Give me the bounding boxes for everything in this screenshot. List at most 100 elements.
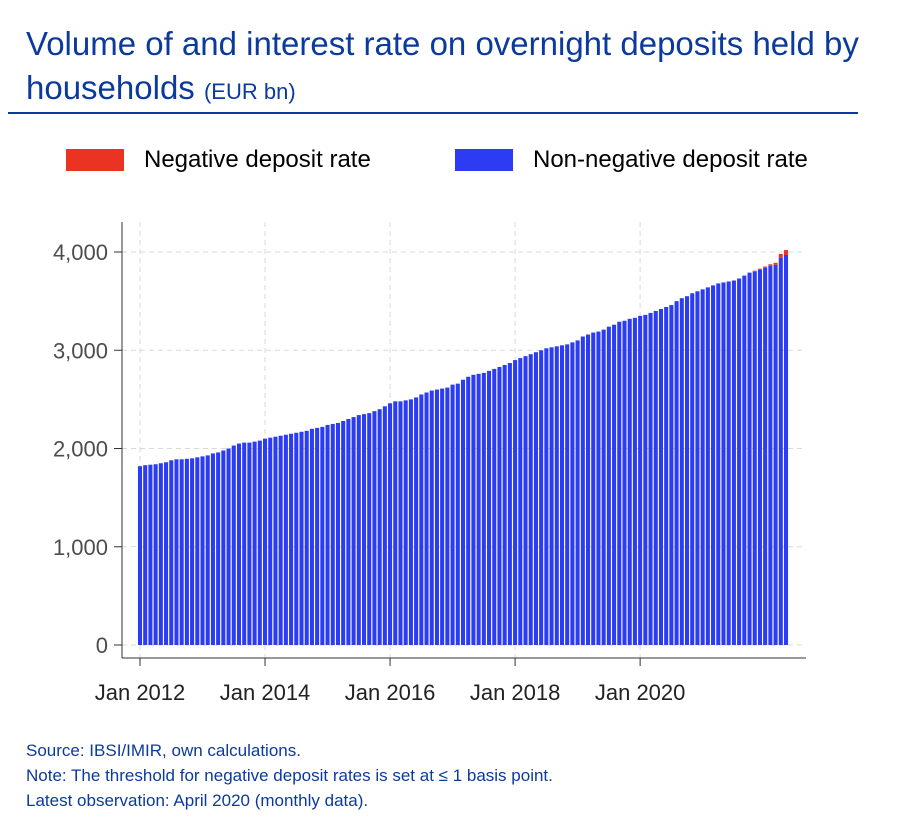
bar-non-negative [669, 305, 674, 645]
bar-non-negative [737, 278, 742, 645]
bar-non-negative [424, 392, 429, 645]
bar-non-negative [674, 301, 679, 645]
threshold-note: Note: The threshold for negative deposit… [26, 766, 553, 785]
bar-non-negative [539, 350, 544, 645]
y-tick-label: 2,000 [53, 437, 108, 462]
bar-non-negative [575, 340, 580, 645]
bar-non-negative [679, 298, 684, 645]
bar-non-negative [315, 427, 320, 645]
bar-non-negative [721, 282, 726, 645]
y-tick-label: 3,000 [53, 338, 108, 363]
bar-non-negative [612, 324, 617, 645]
bar-non-negative [335, 422, 340, 645]
bar-negative [757, 268, 762, 270]
bar-non-negative [664, 307, 669, 645]
bar-non-negative [169, 460, 174, 645]
bar-non-negative [205, 455, 210, 645]
bar-non-negative [757, 269, 762, 645]
bar-non-negative [226, 448, 231, 645]
bar-non-negative [565, 344, 570, 645]
bar-non-negative [658, 308, 663, 645]
bar-non-negative [705, 287, 710, 645]
bar-non-negative [372, 411, 377, 645]
bar-non-negative [513, 360, 518, 645]
bar-non-negative [497, 366, 502, 645]
bar-non-negative [195, 457, 200, 645]
bar-non-negative [367, 413, 372, 645]
bar-non-negative [231, 445, 236, 645]
y-tick-label: 4,000 [53, 240, 108, 265]
bar-non-negative [247, 442, 252, 645]
bar-non-negative [559, 345, 565, 645]
bar-non-negative [341, 420, 346, 645]
bar-non-negative [752, 271, 757, 645]
bar-non-negative [601, 329, 606, 645]
bar-non-negative [768, 265, 773, 645]
bar-non-negative [294, 432, 299, 645]
bar-non-negative [268, 437, 273, 645]
bar-non-negative [382, 406, 387, 645]
bar-non-negative [283, 434, 288, 645]
y-tick-label: 1,000 [53, 535, 108, 560]
legend-swatch-negative [66, 149, 124, 171]
x-tick-label: Jan 2020 [595, 680, 686, 705]
bar-non-negative [695, 291, 700, 645]
bar-non-negative [445, 387, 450, 645]
bar-non-negative [528, 354, 533, 645]
bar-non-negative [179, 459, 184, 645]
bar-non-negative [507, 363, 512, 645]
x-tick-label: Jan 2016 [345, 680, 436, 705]
chart-notes: Source: IBSI/IMIR, own calculations. Not… [26, 738, 553, 813]
bar-non-negative [471, 374, 476, 645]
bar-non-negative [778, 257, 783, 645]
bar-non-negative [726, 281, 731, 645]
bar-non-negative [221, 450, 226, 645]
x-tick-label: Jan 2014 [220, 680, 311, 705]
bar-non-negative [773, 264, 778, 645]
bar-non-negative [320, 426, 325, 645]
bar-non-negative [606, 326, 611, 645]
bar-non-negative [549, 347, 554, 645]
bar-non-negative [403, 400, 408, 645]
bar-negative [783, 250, 789, 255]
bar-non-negative [190, 458, 195, 645]
bar-negative [763, 266, 768, 268]
latest-observation-note: Latest observation: April 2020 (monthly … [26, 791, 369, 810]
bar-non-negative [143, 465, 148, 645]
legend-swatch-non-negative [455, 149, 513, 171]
bar-non-negative [252, 441, 257, 645]
bar-non-negative [414, 397, 419, 645]
bar-negative [778, 253, 783, 258]
bar-chart: 0 1,000 2,000 3,000 4,000 Jan 2012 Jan 2014 Jan… [53, 222, 806, 705]
bar-non-negative [554, 346, 559, 645]
bar-non-negative [700, 289, 705, 645]
bar-non-negative [236, 443, 242, 645]
bar-non-negative [632, 317, 637, 645]
bar-non-negative [242, 442, 247, 645]
legend-label-non-negative: Non-negative deposit rate [533, 146, 808, 173]
bar-non-negative [361, 414, 367, 645]
title-divider [8, 112, 858, 114]
bar-non-negative [408, 399, 413, 645]
bar-non-negative [653, 310, 658, 645]
bar-non-negative [325, 424, 330, 645]
bar-non-negative [533, 352, 538, 645]
chart-title-unit: (EUR bn) [203, 79, 296, 104]
legend-item-negative: Negative deposit rate [66, 146, 371, 174]
bar-non-negative [476, 373, 481, 645]
bar-non-negative [742, 275, 747, 645]
bar-non-negative [523, 356, 528, 645]
bar-non-negative [591, 332, 596, 645]
bar-non-negative [257, 440, 262, 645]
bar-non-negative [481, 372, 486, 645]
bar-non-negative [638, 315, 643, 645]
bar-non-negative [502, 364, 507, 645]
bar-non-negative [263, 438, 268, 645]
bar-non-negative [377, 409, 382, 645]
chart-title-main: Volume of and interest rate on overnight… [26, 25, 859, 106]
bar-non-negative [622, 320, 627, 645]
bar-non-negative [466, 376, 471, 645]
bar-non-negative [289, 433, 294, 645]
bar-non-negative [137, 466, 143, 645]
bar-non-negative [648, 312, 653, 645]
